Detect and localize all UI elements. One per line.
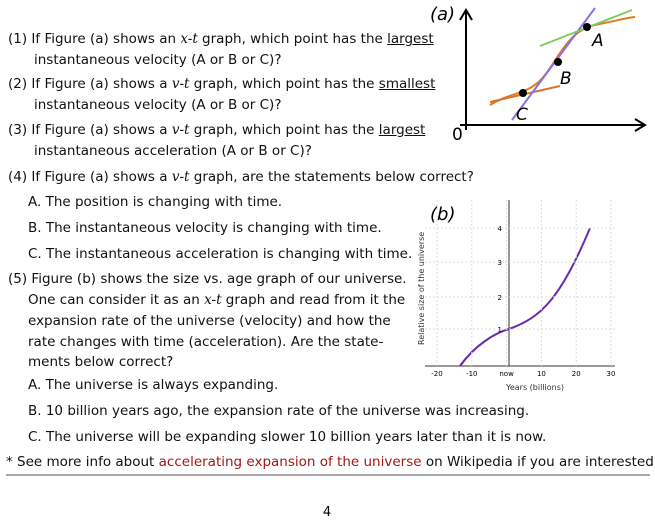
page-number: 4	[323, 505, 331, 520]
point-label: A	[591, 31, 604, 51]
x-tick-label: -10	[466, 370, 477, 378]
text: One can consider it as an	[28, 292, 205, 308]
var: v-t	[171, 122, 190, 138]
emphasis: largest	[378, 122, 426, 138]
text: (2) If Figure (a) shows a	[8, 76, 172, 92]
text: instantaneous acceleration (A or B or C)…	[34, 143, 312, 159]
text: on Wikipedia if you are interested.	[421, 454, 655, 470]
text: (5) Figure (b) shows the size vs. age gr…	[8, 271, 407, 287]
var: x-t	[180, 31, 198, 47]
y-tick-label: 2	[498, 294, 502, 302]
line: B. The instantaneous velocity is changin…	[28, 219, 382, 237]
figure-label: (b)	[430, 204, 455, 225]
text: instantaneous velocity (A or B or C)?	[34, 52, 282, 68]
y-tick-label: 3	[498, 259, 502, 267]
line: (2) If Figure (a) shows a v-t graph, whi…	[8, 75, 435, 93]
text: A. The position is changing with time.	[28, 194, 283, 210]
x-axis-label: Years (billions)	[505, 383, 564, 392]
emphasis: largest	[387, 31, 434, 47]
line: ments below correct?	[28, 353, 173, 371]
x-tick-label: -20	[431, 370, 442, 378]
var: x-t	[204, 292, 222, 308]
text: * See more info about	[6, 454, 159, 470]
text: (4) If Figure (a) shows a	[8, 169, 172, 185]
text: expansion rate of the universe (velocity…	[28, 313, 391, 329]
text: (1) If Figure (a) shows an	[8, 31, 181, 47]
var: v-t	[171, 76, 190, 92]
line: One can consider it as an x-t graph and …	[28, 291, 405, 309]
x-tick-label: 20	[572, 370, 581, 378]
line: (3) If Figure (a) shows a v-t graph, whi…	[8, 121, 425, 139]
line: (4) If Figure (a) shows a v-t graph, are…	[8, 168, 474, 186]
line: rate changes with time (acceleration). A…	[28, 333, 383, 351]
text: graph, which point has the	[197, 31, 388, 47]
line: (5) Figure (b) shows the size vs. age gr…	[8, 270, 407, 288]
x-tick-label: 30	[607, 370, 616, 378]
figure-a: (a) A B C 0	[430, 4, 647, 145]
text: (3) If Figure (a) shows a	[8, 122, 172, 138]
link[interactable]: accelerating expansion of the universe	[158, 454, 422, 470]
y-tick-label: 1	[498, 326, 502, 334]
line: instantaneous acceleration (A or B or C)…	[34, 142, 312, 160]
text: rate changes with time (acceleration). A…	[28, 334, 384, 350]
line: A. The position is changing with time.	[28, 193, 282, 211]
var: v-t	[171, 169, 190, 185]
line: C. The universe will be expanding slower…	[28, 428, 546, 446]
x-tick-label: now	[499, 370, 514, 378]
origin-label: 0	[452, 125, 463, 145]
text: graph, which point has the	[189, 122, 379, 138]
text: instantaneous velocity (A or B or C)?	[34, 97, 282, 113]
text: A. The universe is always expanding.	[28, 377, 279, 393]
line: expansion rate of the universe (velocity…	[28, 312, 391, 330]
text: C. The universe will be expanding slower…	[28, 429, 547, 445]
text: B. 10 billion years ago, the expansion r…	[28, 403, 530, 419]
text: graph, which point has the	[189, 76, 379, 92]
line: instantaneous velocity (A or B or C)?	[34, 96, 282, 114]
text: C. The instantaneous acceleration is cha…	[28, 246, 413, 262]
text: graph and read from it the	[221, 292, 406, 308]
y-tick-label: 4	[498, 225, 503, 233]
text: B. The instantaneous velocity is changin…	[28, 220, 382, 236]
text: graph, are the statements below correct?	[189, 169, 474, 185]
line: instantaneous velocity (A or B or C)?	[34, 51, 282, 69]
text: ments below correct?	[28, 354, 174, 370]
point-label: B	[560, 69, 572, 89]
line: B. 10 billion years ago, the expansion r…	[28, 402, 529, 420]
line: A. The universe is always expanding.	[28, 376, 278, 394]
figure-b: (b) Relative size of the universe Years …	[417, 200, 615, 392]
line: C. The instantaneous acceleration is cha…	[28, 245, 412, 263]
y-axis-label: Relative size of the universe	[417, 232, 426, 345]
emphasis: smallest	[378, 76, 436, 92]
figure-label: (a)	[430, 4, 455, 25]
line: (1) If Figure (a) shows an x-t graph, wh…	[8, 30, 434, 48]
line: * See more info about accelerating expan…	[6, 453, 655, 471]
point-label: C	[516, 105, 528, 125]
x-tick-label: 10	[537, 370, 546, 378]
